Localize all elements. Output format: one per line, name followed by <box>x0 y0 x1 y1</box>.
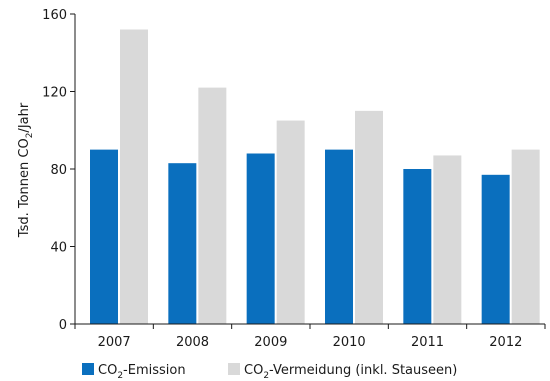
y-tick-label: 120 <box>42 86 67 101</box>
bars-group <box>90 29 540 324</box>
bar-avoidance-2008 <box>198 87 227 324</box>
y-axis-title: Tsd. Tonnen CO2/Jahr <box>17 102 35 238</box>
x-tick-label: 2008 <box>176 335 209 350</box>
y-axis-title-sub: 2 <box>25 133 35 139</box>
x-tick-label: 2009 <box>254 335 287 350</box>
y-tick-label: 80 <box>50 163 67 178</box>
bar-emission-2008 <box>168 163 197 324</box>
y-axis-title-rest: /Jahr <box>17 102 32 132</box>
y-tick-label: 0 <box>59 318 67 333</box>
x-tick-label: 2012 <box>489 335 522 350</box>
y-tick-label: 40 <box>50 241 67 256</box>
y-tick-label: 160 <box>42 8 67 23</box>
bar-avoidance-2011 <box>433 155 462 324</box>
bar-emission-2010 <box>325 149 353 324</box>
y-axis: 0 40 80 120 160 <box>42 8 76 333</box>
bar-emission-2009 <box>246 153 275 324</box>
bar-avoidance-2010 <box>355 110 383 324</box>
bar-avoidance-2009 <box>276 120 305 324</box>
legend-label-avoidance: CO2-Vermeidung (inkl. Stauseen) <box>244 363 457 381</box>
bar-avoidance-2012 <box>511 149 540 324</box>
bar-emission-2012 <box>481 174 510 324</box>
legend-label-emission: CO2-Emission <box>98 363 186 381</box>
bar-emission-2011 <box>403 169 432 324</box>
x-axis: 2007 2008 2009 2010 2011 2012 <box>74 323 546 350</box>
bar-avoidance-2007 <box>120 29 148 324</box>
x-tick-label: 2011 <box>411 335 444 350</box>
legend: CO2-Emission CO2-Vermeidung (inkl. Staus… <box>82 363 457 381</box>
legend-swatch-avoidance <box>228 363 240 375</box>
legend-swatch-emission <box>82 363 94 375</box>
y-axis-title-main: Tsd. Tonnen CO <box>17 138 32 238</box>
bar-emission-2007 <box>90 149 118 324</box>
x-tick-label: 2007 <box>98 335 131 350</box>
x-tick-label: 2010 <box>333 335 366 350</box>
